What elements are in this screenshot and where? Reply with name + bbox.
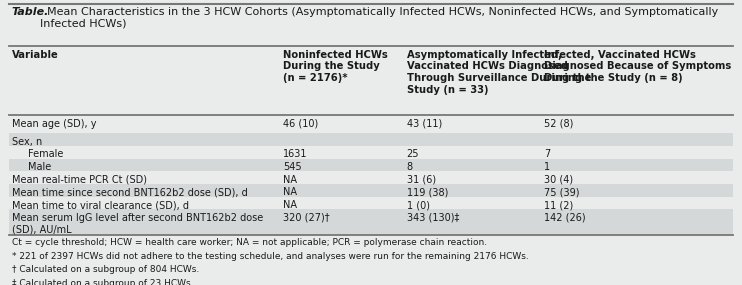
Text: NA: NA xyxy=(283,175,298,185)
Text: 31 (6): 31 (6) xyxy=(407,175,436,185)
Bar xyxy=(9,209,733,235)
Text: Mean age (SD), y: Mean age (SD), y xyxy=(12,119,96,129)
Text: Mean serum IgG level after second BNT162b2 dose
(SD), AU/mL: Mean serum IgG level after second BNT162… xyxy=(12,213,263,235)
Text: † Calculated on a subgroup of 804 HCWs.: † Calculated on a subgroup of 804 HCWs. xyxy=(12,265,199,274)
Text: 320 (27)†: 320 (27)† xyxy=(283,213,330,223)
Text: 43 (11): 43 (11) xyxy=(407,119,441,129)
Bar xyxy=(9,235,733,285)
Text: Mean time to viral clearance (SD), d: Mean time to viral clearance (SD), d xyxy=(12,200,189,210)
Text: 7: 7 xyxy=(544,149,551,159)
Text: 343 (130)‡: 343 (130)‡ xyxy=(407,213,459,223)
Text: 8: 8 xyxy=(407,162,413,172)
Bar xyxy=(9,158,733,171)
Text: 1 (0): 1 (0) xyxy=(407,200,430,210)
Text: Female: Female xyxy=(28,149,64,159)
Bar xyxy=(9,146,733,158)
Text: Mean Characteristics in the 3 HCW Cohorts (Asymptomatically Infected HCWs, Nonin: Mean Characteristics in the 3 HCW Cohort… xyxy=(40,7,718,29)
Text: 75 (39): 75 (39) xyxy=(544,188,580,198)
Text: 545: 545 xyxy=(283,162,302,172)
Text: ‡ Calculated on a subgroup of 23 HCWs.: ‡ Calculated on a subgroup of 23 HCWs. xyxy=(12,279,194,285)
Text: NA: NA xyxy=(283,200,298,210)
Text: * 221 of 2397 HCWs did not adhere to the testing schedule, and analyses were run: * 221 of 2397 HCWs did not adhere to the… xyxy=(12,252,528,261)
Text: 142 (26): 142 (26) xyxy=(544,213,585,223)
Text: 46 (10): 46 (10) xyxy=(283,119,319,129)
Text: NA: NA xyxy=(283,188,298,198)
Text: 1: 1 xyxy=(544,162,551,172)
Text: Variable: Variable xyxy=(12,50,59,60)
Text: Mean time since second BNT162b2 dose (SD), d: Mean time since second BNT162b2 dose (SD… xyxy=(12,188,248,198)
Bar xyxy=(9,47,733,115)
Text: Sex, n: Sex, n xyxy=(12,137,42,146)
Text: Noninfected HCWs
During the Study
(n = 2176)*: Noninfected HCWs During the Study (n = 2… xyxy=(283,50,388,83)
Text: Asymptomatically Infected,
Vaccinated HCWs Diagnosed
Through Surveillance During: Asymptomatically Infected, Vaccinated HC… xyxy=(407,50,591,95)
Bar xyxy=(9,197,733,209)
Text: 11 (2): 11 (2) xyxy=(544,200,574,210)
Text: Table.: Table. xyxy=(12,7,49,17)
Bar xyxy=(9,133,733,146)
Text: 30 (4): 30 (4) xyxy=(544,175,574,185)
Bar xyxy=(9,184,733,197)
Bar xyxy=(9,171,733,184)
Bar xyxy=(9,4,733,43)
Text: Male: Male xyxy=(28,162,51,172)
Text: Mean real-time PCR Ct (SD): Mean real-time PCR Ct (SD) xyxy=(12,175,147,185)
Text: Infected, Vaccinated HCWs
Diagnosed Because of Symptoms
During the Study (n = 8): Infected, Vaccinated HCWs Diagnosed Beca… xyxy=(544,50,732,83)
Text: 52 (8): 52 (8) xyxy=(544,119,574,129)
Bar xyxy=(9,115,733,133)
Text: Ct = cycle threshold; HCW = health care worker; NA = not applicable; PCR = polym: Ct = cycle threshold; HCW = health care … xyxy=(12,238,487,247)
Text: 25: 25 xyxy=(407,149,419,159)
Text: 119 (38): 119 (38) xyxy=(407,188,448,198)
Text: 1631: 1631 xyxy=(283,149,308,159)
